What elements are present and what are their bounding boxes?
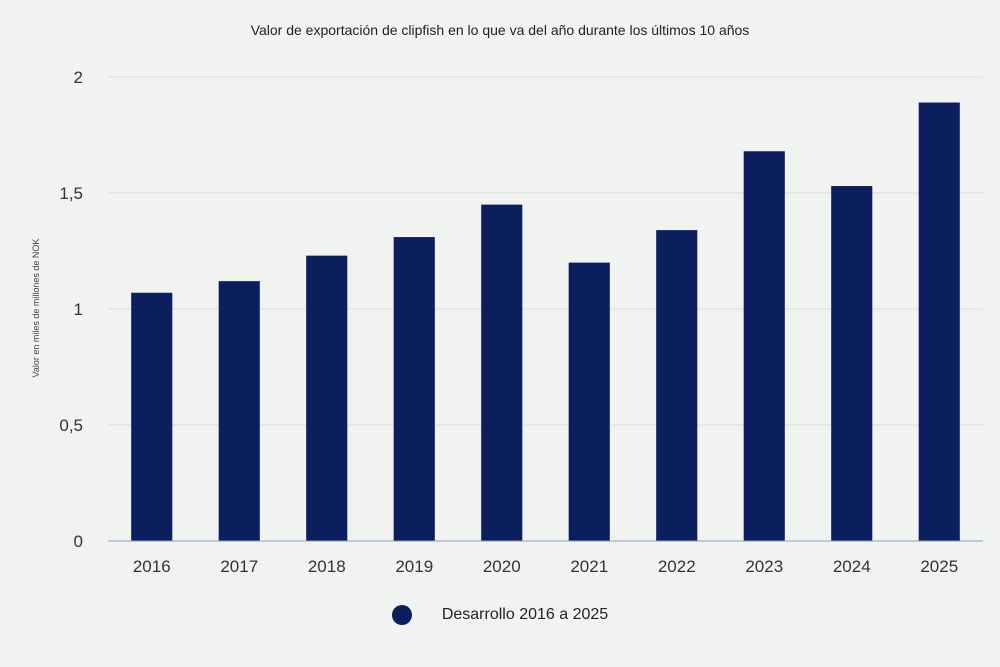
bar [918,102,960,542]
legend-label: Desarrollo 2016 a 2025 [441,606,609,623]
chart-title: Valor de exportación de clipfish en lo q… [250,22,750,38]
bar [131,292,173,541]
bar [831,186,873,542]
y-tick-label: 1,5 [59,184,83,203]
x-tick-label: 2022 [658,557,696,576]
bar [306,255,348,541]
x-tick-label: 2016 [133,557,171,576]
legend-swatch [391,605,412,625]
bar [743,151,785,542]
bar [393,237,435,541]
bar [568,262,610,541]
x-tick-label: 2019 [395,557,433,576]
axes: 0 0,5 1 1,5 2 2016 2017 2018 2019 2020 2021 2022 202… [59,68,983,576]
y-tick-label: 1 [74,300,83,319]
x-tick-label: 2017 [220,557,258,576]
x-tick-label: 2023 [745,557,783,576]
bar [481,204,523,541]
x-tick-label: 2021 [570,557,608,576]
x-tick-label: 2024 [833,557,871,576]
x-tick-label: 2025 [920,557,958,576]
y-tick-label: 0 [74,532,83,551]
legend: Desarrollo 2016 a 2025 [0,605,1000,625]
y-tick-label: 0,5 [59,416,83,435]
x-tick-label: 2018 [308,557,346,576]
bar [656,230,698,541]
x-tick-label: 2020 [483,557,521,576]
bar [218,281,260,541]
bars [131,102,960,542]
y-tick-label: 2 [74,68,83,87]
